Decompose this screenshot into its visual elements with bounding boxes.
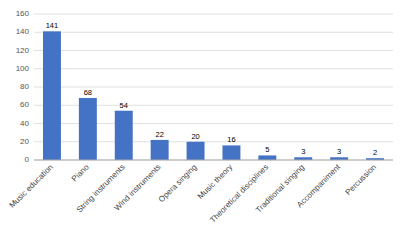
x-tick-label: Percussion [344,163,378,197]
grid-line [34,14,393,15]
grid [34,14,393,160]
data-label: 22 [155,130,163,139]
y-tick-label: 20 [20,137,29,146]
bars [43,31,384,160]
data-label: 54 [120,101,128,110]
bar [79,98,97,160]
data-label: 141 [46,21,59,30]
bar [43,31,61,160]
bar [151,140,169,160]
x-tick-label: Wind instruments [112,163,162,213]
y-tick-label: 80 [20,82,29,91]
y-tick-label: 40 [20,119,29,128]
data-label: 3 [301,147,305,156]
grid-line [34,32,393,33]
x-tick-label: Opera singing [157,163,199,205]
y-tick-label: 100 [16,64,30,73]
x-axis-line [34,160,393,161]
chart-container: 0 20 40 60 80 100 120 140 160 141 68 54 22 20 16 5 3 3 2 Mu… [0,0,401,242]
y-tick-label: 120 [16,46,30,55]
x-tick-label: Piano [70,162,91,183]
x-tick-label: Music theory [196,163,234,201]
data-label: 5 [265,145,269,154]
x-tick-label: Accompaniment [295,162,342,209]
data-label: 20 [191,132,199,141]
x-tick-label: Theoretical disciplines [208,163,270,225]
bar [222,145,240,160]
grid-line [34,68,393,69]
grid-line [34,160,393,161]
bar [115,111,133,160]
y-tick-label: 160 [16,9,30,18]
data-label: 68 [84,88,92,97]
data-label: 2 [373,148,377,157]
y-tick-label: 60 [20,100,29,109]
grid-line [34,50,393,51]
chart: 0 20 40 60 80 100 120 140 160 141 68 54 22 20 16 5 3 3 2 Mu… [0,0,401,242]
data-label: 3 [337,147,341,156]
bar [187,142,205,160]
data-label: 16 [227,135,235,144]
y-tick-label: 0 [25,155,30,164]
y-tick-label: 140 [16,27,30,36]
x-tick-label: Music education [8,163,55,210]
bar [258,155,276,160]
